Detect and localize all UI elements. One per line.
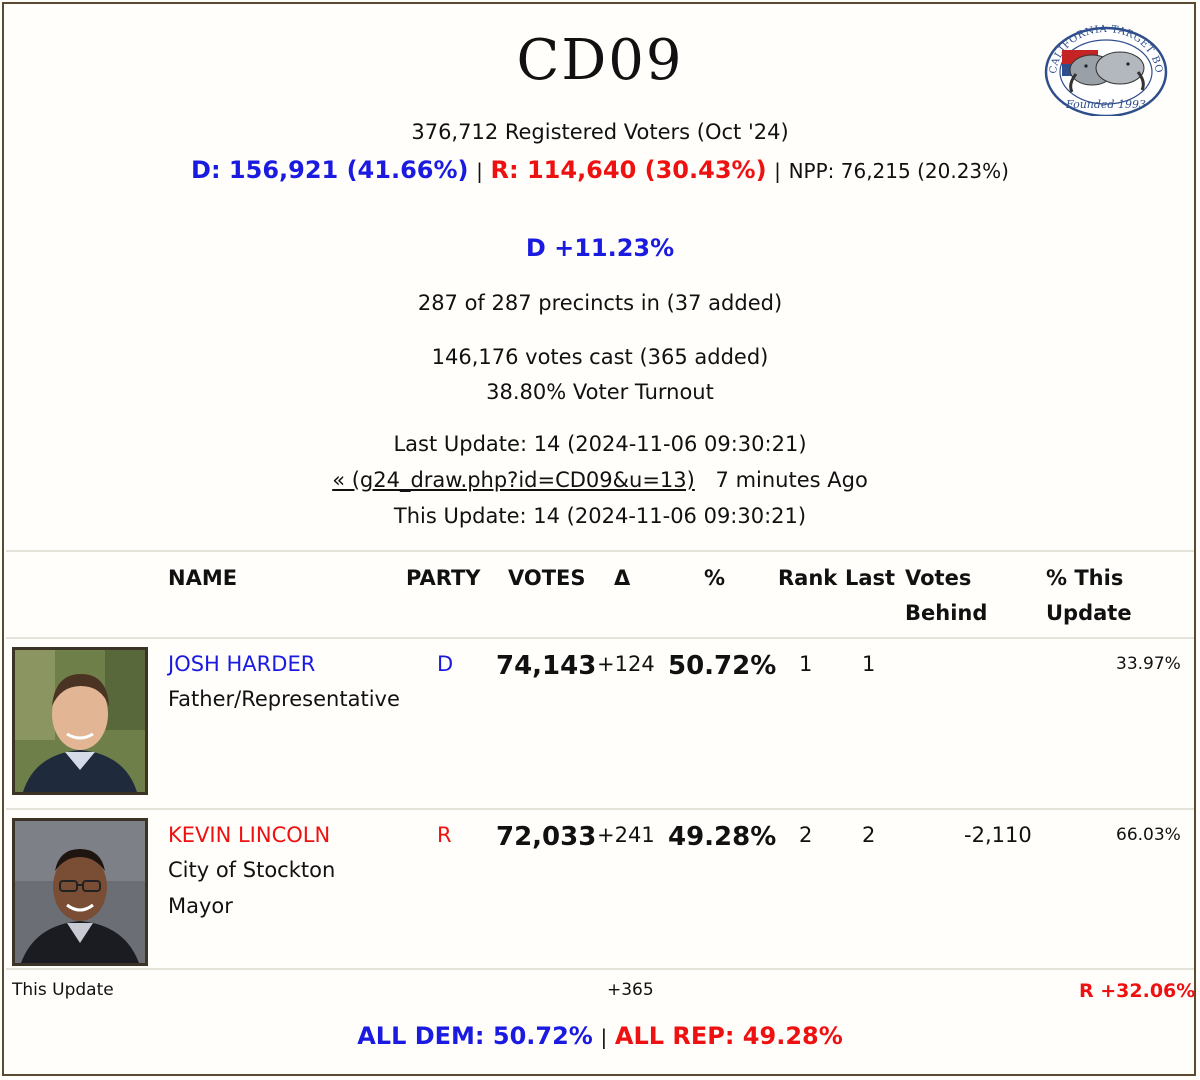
candidate-rank: 2 [799, 823, 813, 847]
all-dem-total: ALL DEM: 50.72% [357, 1022, 593, 1050]
candidate-photo [12, 818, 148, 966]
candidate-percent: 49.28% [668, 822, 777, 852]
precincts-reporting: 287 of 287 precincts in (37 added) [417, 291, 783, 315]
update-shift: R +32.06% [1079, 980, 1196, 1002]
rep-registration: R: 114,640 (30.43%) [490, 156, 767, 184]
npp-registration: NPP: 76,215 (20.23%) [788, 159, 1009, 183]
candidate-name[interactable]: JOSH HARDER [168, 652, 316, 676]
separator: | [476, 159, 483, 183]
candidate-party: R [437, 823, 452, 847]
candidate-description: City of Stockton [168, 858, 336, 882]
header-votes-behind: Behind [905, 601, 988, 625]
candidate-description: Mayor [168, 894, 233, 918]
candidate-votes: 74,143 [496, 651, 597, 681]
candidate-description: Father/Representative [168, 687, 400, 711]
previous-update-link[interactable]: « (g24_draw.php?id=CD09&u=13) [332, 468, 695, 492]
all-party-totals: ALL DEM: 50.72% | ALL REP: 49.28% [0, 1022, 1200, 1050]
header-pct-this-update: Update [1046, 601, 1132, 625]
registration-margin: D +11.23% [525, 234, 675, 262]
candidate-delta: +124 [597, 652, 655, 676]
registered-voters: 376,712 Registered Voters (Oct '24) [411, 120, 789, 144]
header-last: Last [845, 566, 896, 590]
header-party: PARTY [406, 566, 481, 590]
divider [6, 808, 1194, 810]
voter-turnout: 38.80% Voter Turnout [486, 380, 714, 404]
candidate-pct-this-update: 66.03% [1116, 825, 1181, 845]
candidate-name[interactable]: KEVIN LINCOLN [168, 823, 331, 847]
separator: | [600, 1025, 608, 1049]
header-pct-this-update: % This [1046, 566, 1124, 590]
header-votes: VOTES [508, 566, 586, 590]
party-registration: D: 156,921 (41.66%) | R: 114,640 (30.43%… [0, 156, 1200, 184]
time-ago: 7 minutes Ago [715, 468, 868, 492]
separator: | [774, 159, 781, 183]
candidate-rank: 1 [799, 652, 813, 676]
dem-registration: D: 156,921 (41.66%) [191, 156, 469, 184]
header-name: NAME [168, 566, 238, 590]
delta-total: +365 [607, 980, 654, 1000]
votes-cast: 146,176 votes cast (365 added) [431, 345, 769, 369]
all-rep-total: ALL REP: 49.28% [614, 1022, 843, 1050]
this-update-label: This Update [12, 980, 114, 1000]
page-title: CD09 [516, 28, 684, 93]
candidate-last-rank: 2 [862, 823, 876, 847]
candidate-votes-behind: -2,110 [964, 823, 1032, 847]
candidate-photo [12, 647, 148, 795]
candidate-last-rank: 1 [862, 652, 876, 676]
candidate-delta: +241 [597, 823, 655, 847]
header-percent: % [704, 566, 726, 590]
candidate-votes: 72,033 [496, 822, 597, 852]
candidate-party: D [437, 652, 454, 676]
divider [6, 637, 1194, 639]
svg-text:Founded 1993: Founded 1993 [1065, 98, 1146, 111]
divider [6, 968, 1194, 970]
header-rank: Rank [778, 566, 838, 590]
header-votes-behind: Votes [905, 566, 972, 590]
divider [6, 550, 1194, 552]
this-update: This Update: 14 (2024-11-06 09:30:21) [393, 504, 807, 528]
header-delta: Δ [614, 566, 631, 590]
candidate-pct-this-update: 33.97% [1116, 654, 1181, 674]
previous-update-line: « (g24_draw.php?id=CD09&u=13) 7 minutes … [0, 468, 1200, 492]
california-target-book-logo: CALIFORNIA TARGET BOOK Founded 1993 [1042, 22, 1168, 116]
last-update: Last Update: 14 (2024-11-06 09:30:21) [393, 432, 807, 456]
candidate-percent: 50.72% [668, 651, 777, 681]
